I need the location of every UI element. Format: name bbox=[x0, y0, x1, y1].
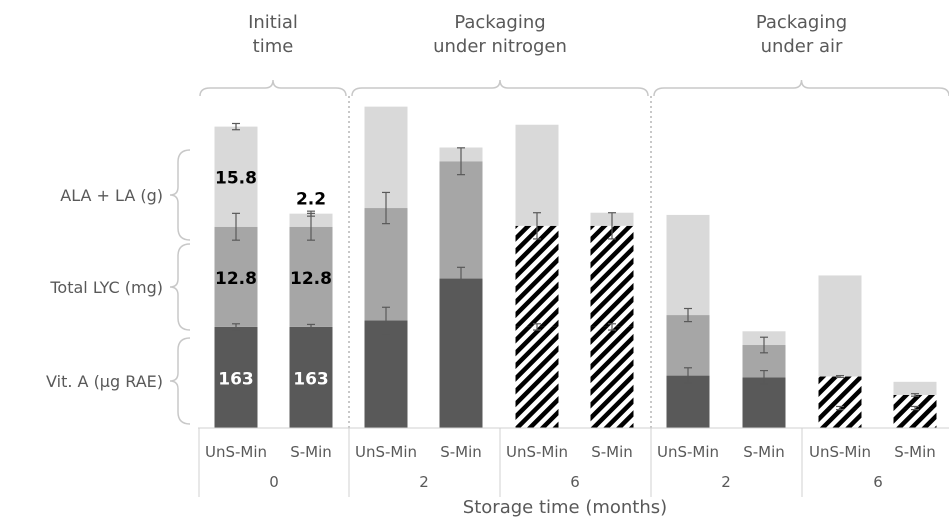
time-label-1: 0 bbox=[269, 473, 279, 491]
group-bracket-2 bbox=[351, 79, 649, 97]
bar-lyc-4 bbox=[439, 161, 483, 279]
data-label-1-ala: 15.8 bbox=[215, 169, 257, 189]
error-bar-lyc-4 bbox=[457, 147, 465, 176]
bar-lyc-2 bbox=[289, 226, 333, 327]
data-label-1-vita: 163 bbox=[218, 369, 254, 389]
group-bracket-1 bbox=[199, 79, 347, 97]
bar-lyc-7 bbox=[666, 315, 710, 376]
error-bar-vita-1 bbox=[232, 323, 240, 331]
bar-vita-2 bbox=[289, 326, 333, 428]
error-bar-lyc-8 bbox=[760, 336, 768, 354]
error-bar-ala-1 bbox=[232, 122, 240, 131]
error-bar-vita-8 bbox=[760, 369, 768, 385]
category-label-10: S-Min bbox=[894, 443, 936, 461]
row-label-2: Total LYC (mg) bbox=[49, 278, 163, 297]
error-bar-vita-4 bbox=[457, 266, 465, 291]
group-title-1-line-2: time bbox=[253, 36, 294, 57]
group-title-2-line-1: Packaging bbox=[454, 12, 545, 33]
error-bar-vita-5 bbox=[533, 323, 541, 331]
bar-ala-10 bbox=[893, 381, 937, 395]
row-brace-2 bbox=[169, 243, 191, 331]
error-bar-ala-2 bbox=[307, 210, 315, 217]
error-bar-lyc-10 bbox=[911, 393, 919, 397]
data-label-2-ala: 2.2 bbox=[296, 190, 326, 210]
time-label-5: 6 bbox=[873, 473, 883, 491]
error-bars bbox=[232, 122, 919, 411]
error-bar-lyc-1 bbox=[232, 212, 240, 241]
row-brace-1 bbox=[169, 149, 191, 241]
category-axis: UnS-Min S-Min UnS-Min S-Min UnS-Min S-Min UnS-… bbox=[198, 427, 949, 497]
bar-vita-3 bbox=[364, 320, 408, 428]
bar-vita-1 bbox=[214, 326, 258, 428]
bar-lyc-9 bbox=[818, 376, 862, 409]
bar-lyc-1 bbox=[214, 226, 258, 327]
group-brackets: Initial time Packaging under nitrogen Packag… bbox=[199, 12, 949, 97]
category-label-4: S-Min bbox=[440, 443, 482, 461]
error-bar-vita-3 bbox=[382, 306, 390, 335]
category-label-9: UnS-Min bbox=[809, 443, 871, 461]
bar-vita-8 bbox=[742, 377, 786, 428]
group-dividers bbox=[348, 96, 652, 428]
bars bbox=[214, 106, 937, 428]
group-title-1-line-1: Initial bbox=[248, 12, 298, 33]
bar-vita-6 bbox=[590, 326, 634, 428]
data-label-2-lyc: 12.8 bbox=[290, 269, 332, 289]
bar-lyc-3 bbox=[364, 208, 408, 321]
bar-lyc-6 bbox=[590, 225, 634, 327]
error-bar-vita-9 bbox=[836, 405, 844, 411]
error-bar-lyc-7 bbox=[684, 307, 692, 323]
category-label-6: S-Min bbox=[591, 443, 633, 461]
x-axis-title: Storage time (months) bbox=[463, 497, 667, 518]
bar-vita-10 bbox=[893, 408, 937, 428]
error-bar-lyc-5 bbox=[533, 212, 541, 240]
time-label-4: 2 bbox=[721, 473, 731, 491]
row-labels: ALA + LA (g) Total LYC (mg) Vit. A (µg RAE… bbox=[46, 149, 191, 425]
time-label-3: 6 bbox=[570, 473, 580, 491]
error-bar-lyc-6 bbox=[608, 212, 616, 240]
category-label-3: UnS-Min bbox=[355, 443, 417, 461]
error-bar-vita-10 bbox=[911, 405, 919, 411]
row-brace-3 bbox=[169, 337, 191, 425]
bar-lyc-5 bbox=[515, 225, 559, 327]
error-bar-lyc-9 bbox=[836, 374, 844, 379]
category-label-8: S-Min bbox=[743, 443, 785, 461]
bar-vita-9 bbox=[818, 408, 862, 428]
bar-ala-5 bbox=[515, 124, 559, 226]
row-label-1: ALA + LA (g) bbox=[60, 186, 163, 205]
time-label-2: 2 bbox=[419, 473, 429, 491]
bar-ala-1 bbox=[214, 126, 258, 227]
bar-vita-5 bbox=[515, 326, 559, 428]
category-label-1: UnS-Min bbox=[205, 443, 267, 461]
category-label-2: S-Min bbox=[290, 443, 332, 461]
error-bar-vita-6 bbox=[608, 323, 616, 331]
bar-ala-9 bbox=[818, 275, 862, 377]
error-bar-vita-2 bbox=[307, 323, 315, 331]
category-label-5: UnS-Min bbox=[506, 443, 568, 461]
bar-vita-4 bbox=[439, 278, 483, 428]
error-bar-vita-7 bbox=[684, 367, 692, 384]
group-title-3-line-1: Packaging bbox=[756, 12, 847, 33]
category-label-7: UnS-Min bbox=[657, 443, 719, 461]
row-label-3: Vit. A (µg RAE) bbox=[46, 372, 163, 391]
group-bracket-3 bbox=[653, 79, 949, 97]
error-bar-lyc-3 bbox=[382, 191, 390, 225]
group-title-3-line-2: under air bbox=[761, 36, 843, 57]
bar-ala-3 bbox=[364, 106, 408, 209]
bar-vita-7 bbox=[666, 375, 710, 428]
data-label-2-vita: 163 bbox=[293, 369, 329, 389]
bar-lyc-10 bbox=[893, 394, 937, 409]
bar-ala-7 bbox=[666, 214, 710, 316]
data-labels: 15.8 2.2 12.8 12.8 163 163 bbox=[215, 169, 332, 390]
group-title-2-line-2: under nitrogen bbox=[433, 36, 567, 57]
data-label-1-lyc: 12.8 bbox=[215, 269, 257, 289]
